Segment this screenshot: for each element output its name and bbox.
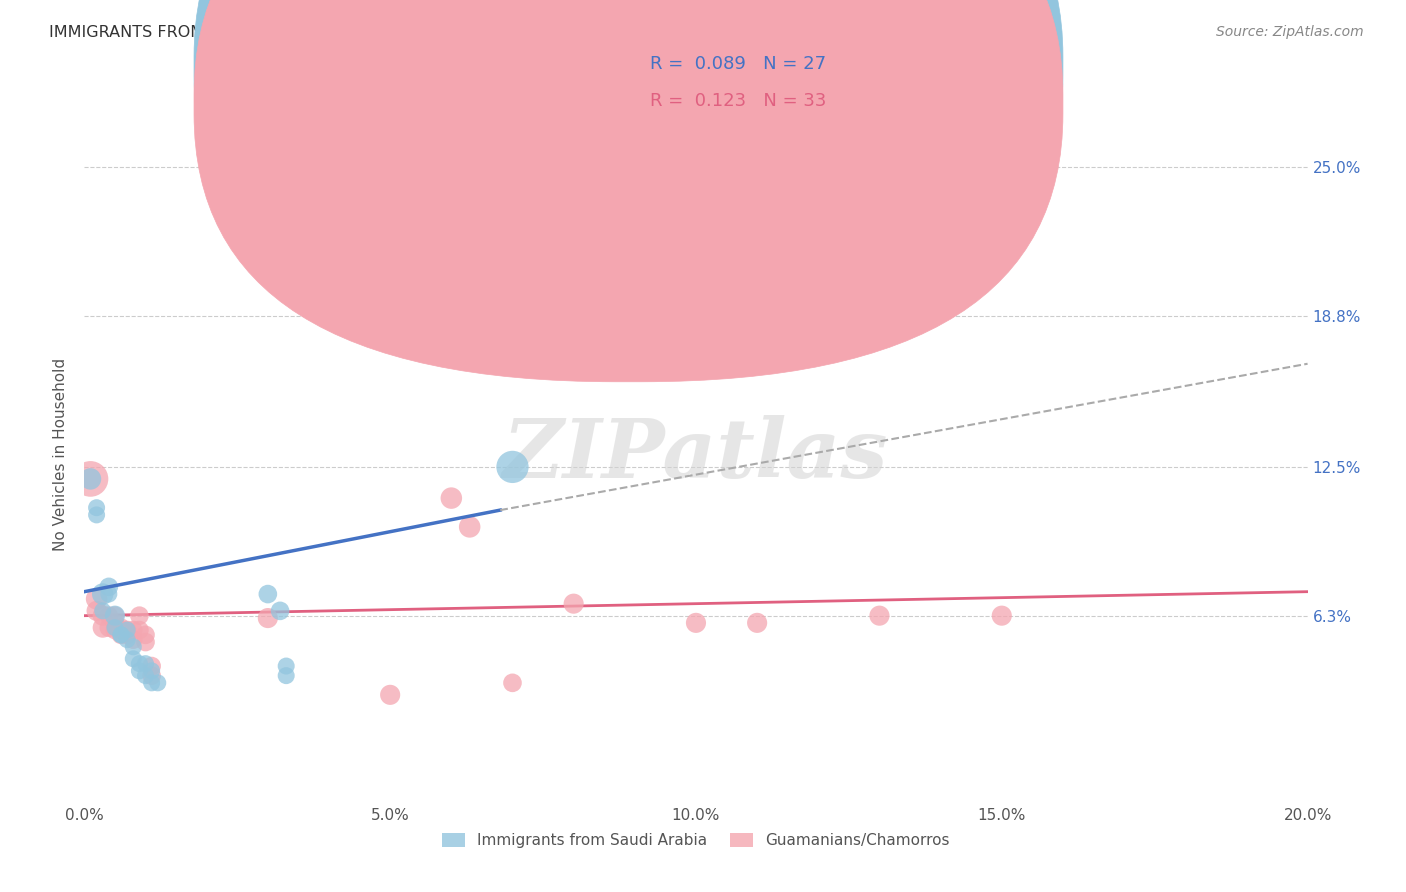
Point <box>122 652 145 666</box>
Point <box>276 659 298 673</box>
Point <box>502 676 524 690</box>
Point <box>104 608 127 623</box>
Point <box>747 615 769 630</box>
Text: Source: ZipAtlas.com: Source: ZipAtlas.com <box>1216 25 1364 39</box>
Point <box>91 604 114 618</box>
Point <box>97 580 120 594</box>
Point <box>115 632 138 647</box>
Point <box>110 623 132 637</box>
Point <box>110 628 132 642</box>
Point <box>110 628 132 642</box>
Point <box>79 472 101 486</box>
Point <box>685 615 707 630</box>
Point <box>79 472 101 486</box>
Point <box>128 608 150 623</box>
Point <box>141 664 163 678</box>
Point <box>269 604 291 618</box>
Point <box>135 628 157 642</box>
Point <box>115 623 138 637</box>
Point <box>128 657 150 671</box>
Point <box>257 611 280 625</box>
Point <box>86 508 108 522</box>
Point <box>135 668 157 682</box>
Point <box>135 635 157 649</box>
Point <box>104 621 127 635</box>
Point <box>380 688 402 702</box>
Point <box>276 668 298 682</box>
Point <box>91 608 114 623</box>
Point <box>91 621 114 635</box>
Point <box>128 664 150 678</box>
Point <box>458 520 481 534</box>
Point <box>115 623 138 637</box>
Point <box>128 623 150 637</box>
Text: R =  0.123   N = 33: R = 0.123 N = 33 <box>650 92 825 110</box>
Point <box>110 628 132 642</box>
Point <box>146 676 169 690</box>
Point <box>104 615 127 630</box>
Point <box>122 640 145 654</box>
Point <box>440 491 463 505</box>
Point <box>991 608 1014 623</box>
Point <box>141 676 163 690</box>
Point <box>86 500 108 515</box>
Text: IMMIGRANTS FROM SAUDI ARABIA VS GUAMANIAN/CHAMORRO NO VEHICLES IN HOUSEHOLD CORR: IMMIGRANTS FROM SAUDI ARABIA VS GUAMANIA… <box>49 25 977 40</box>
Point <box>104 608 127 623</box>
Text: R =  0.089   N = 27: R = 0.089 N = 27 <box>650 55 825 73</box>
Y-axis label: No Vehicles in Household: No Vehicles in Household <box>53 359 69 551</box>
Point <box>135 657 157 671</box>
Point <box>122 632 145 647</box>
Point <box>97 608 120 623</box>
Point <box>86 591 108 606</box>
Point <box>869 608 891 623</box>
Point <box>257 587 280 601</box>
Point <box>115 628 138 642</box>
Point <box>122 623 145 637</box>
Point <box>97 621 120 635</box>
Legend: Immigrants from Saudi Arabia, Guamanians/Chamorros: Immigrants from Saudi Arabia, Guamanians… <box>436 827 956 855</box>
Point <box>502 459 524 474</box>
Point <box>110 621 132 635</box>
Text: ZIPatlas: ZIPatlas <box>503 415 889 495</box>
Point <box>141 659 163 673</box>
Point <box>86 604 108 618</box>
Point <box>97 587 120 601</box>
Point <box>141 668 163 682</box>
Point <box>562 597 585 611</box>
Point <box>91 587 114 601</box>
Point <box>104 623 127 637</box>
